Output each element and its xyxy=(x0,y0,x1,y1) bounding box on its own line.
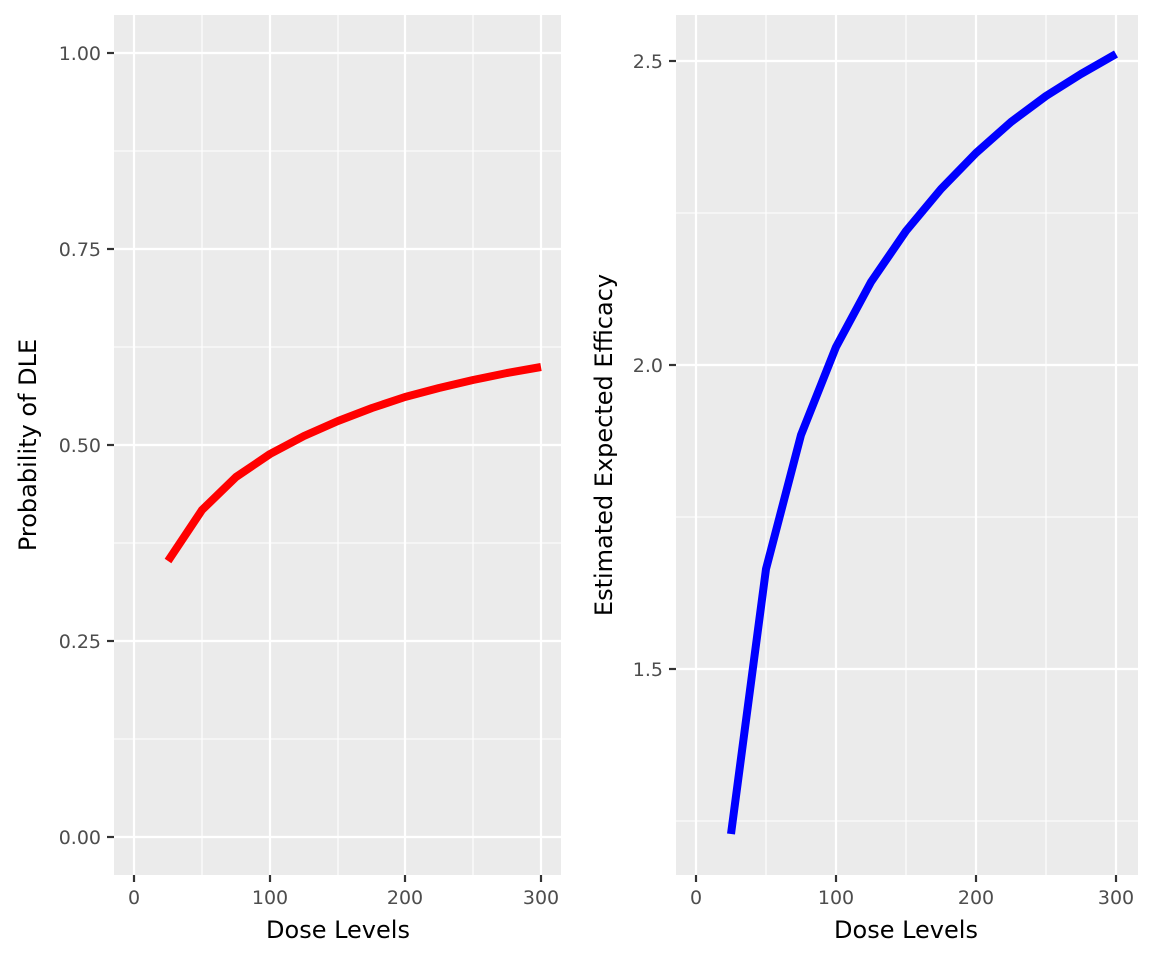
dle-y-tick-label: 0.50 xyxy=(59,435,101,457)
dle-y-tick-label: 1.00 xyxy=(59,43,101,65)
dle-y-tick-label: 0.25 xyxy=(59,631,101,653)
efficacy-panel: 2.5 2.0 1.5 0 100 200 300 Dose Levels Es… xyxy=(590,15,1138,944)
dle-x-tick-labels: 0 100 200 300 xyxy=(128,887,559,909)
dle-y-ticks xyxy=(107,51,114,839)
dle-curve xyxy=(164,363,542,564)
efficacy-curve xyxy=(727,50,1118,835)
dle-major-grid xyxy=(114,15,561,875)
efficacy-x-tick-label: 100 xyxy=(818,887,854,909)
dle-x-tick-label: 100 xyxy=(252,887,288,909)
dle-x-tick-label: 0 xyxy=(128,887,140,909)
dle-y-axis-title: Probability of DLE xyxy=(14,339,42,551)
efficacy-x-tick-label: 300 xyxy=(1098,887,1134,909)
efficacy-y-ticks xyxy=(669,59,676,671)
dle-x-tick-label: 200 xyxy=(387,887,423,909)
efficacy-y-tick-labels: 2.5 2.0 1.5 xyxy=(633,51,663,681)
dle-x-axis-title: Dose Levels xyxy=(266,916,410,944)
efficacy-x-tick-labels: 0 100 200 300 xyxy=(690,887,1134,909)
efficacy-y-tick-label: 2.0 xyxy=(633,355,663,377)
efficacy-plot-background xyxy=(676,15,1138,875)
dle-y-tick-label: 0.75 xyxy=(59,239,101,261)
efficacy-x-axis-title: Dose Levels xyxy=(834,916,978,944)
efficacy-x-tick-label: 0 xyxy=(690,887,702,909)
efficacy-minor-grid xyxy=(676,15,1138,875)
dle-x-tick-label: 300 xyxy=(523,887,559,909)
efficacy-y-axis-title: Estimated Expected Efficacy xyxy=(590,274,618,616)
efficacy-y-tick-label: 1.5 xyxy=(633,659,663,681)
efficacy-y-tick-label: 2.5 xyxy=(633,51,663,73)
dle-panel: 1.00 0.75 0.50 0.25 0.00 0 100 200 300 D… xyxy=(14,15,561,944)
efficacy-x-ticks xyxy=(694,875,1118,882)
dle-y-tick-label: 0.00 xyxy=(59,827,101,849)
efficacy-x-tick-label: 200 xyxy=(958,887,994,909)
dle-x-ticks xyxy=(132,875,543,882)
dle-y-tick-labels: 1.00 0.75 0.50 0.25 0.00 xyxy=(59,43,101,849)
